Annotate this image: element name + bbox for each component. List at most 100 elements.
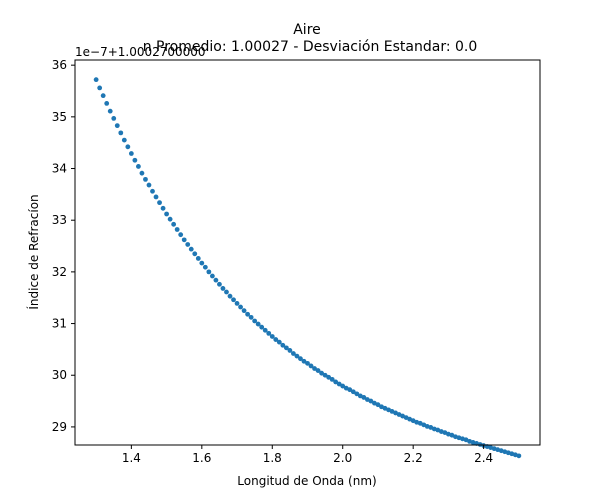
data-point (188, 246, 194, 252)
data-point (231, 297, 236, 303)
data-point (322, 372, 328, 378)
data-point (178, 232, 184, 238)
data-point (157, 200, 162, 206)
y-tick-label: 36 (52, 58, 67, 72)
y-axis-label: Índice de Refracíon (26, 194, 41, 309)
data-point (245, 311, 251, 317)
data-point (280, 342, 286, 348)
y-offset-label: 1e−7+1.0002700000 (75, 45, 206, 59)
data-point (153, 194, 159, 200)
data-point (298, 356, 303, 362)
data-point (333, 379, 339, 385)
x-tick-label: 2.0 (333, 451, 352, 465)
data-point (238, 304, 243, 310)
data-point (354, 391, 360, 397)
data-point (252, 318, 258, 324)
data-point (305, 360, 310, 366)
data-point (368, 398, 374, 404)
data-point (195, 256, 201, 261)
data-point (248, 314, 254, 320)
data-point (255, 321, 261, 327)
y-tick-label: 31 (52, 317, 67, 331)
x-tick-label: 2.2 (404, 451, 423, 465)
x-axis-label: Longitud de Onda (nm) (237, 474, 376, 488)
y-tick-label: 35 (52, 110, 67, 124)
y-tick-label: 34 (52, 162, 67, 176)
y-tick-label: 32 (52, 265, 67, 279)
data-point (262, 327, 268, 333)
data-point (375, 402, 381, 408)
x-tick-label: 1.6 (192, 451, 211, 465)
data-point (164, 211, 169, 217)
data-point (107, 108, 113, 114)
plot-frame (74, 59, 541, 446)
data-point (167, 216, 173, 222)
data-point (199, 260, 205, 266)
data-point (206, 269, 212, 275)
data-point (312, 366, 317, 371)
data-point (361, 395, 367, 400)
data-point (301, 358, 307, 364)
data-point (128, 151, 134, 156)
data-point (224, 289, 229, 295)
data-point (291, 351, 296, 356)
data-point (213, 277, 219, 283)
data-point (227, 293, 233, 299)
data-point (308, 363, 314, 369)
data-point (174, 227, 180, 232)
data-point (319, 370, 324, 376)
data-point (100, 93, 106, 99)
data-point (160, 205, 166, 211)
x-tick-label: 2.4 (474, 451, 493, 465)
data-point (220, 286, 226, 291)
data-point (340, 383, 346, 389)
data-point (315, 368, 321, 373)
data-point (283, 345, 289, 351)
data-point (294, 353, 300, 359)
data-point (347, 387, 353, 393)
scatter-points (93, 77, 522, 459)
y-tick-label: 33 (52, 213, 67, 227)
data-point (146, 182, 152, 188)
data-point (287, 348, 293, 353)
y-axis-ticks: 29 30 31 32 33 34 35 36 (52, 58, 75, 434)
data-point (104, 101, 110, 106)
data-point (132, 157, 138, 163)
data-point (217, 281, 222, 287)
data-point (336, 381, 342, 387)
data-point (185, 242, 191, 247)
data-point (234, 301, 240, 306)
chart-subtitle: n Promedio: 1.00027 - Desviación Estanda… (143, 39, 478, 55)
data-point (259, 324, 265, 330)
data-point (136, 164, 141, 169)
data-point (241, 308, 247, 314)
data-point (111, 115, 117, 121)
data-point (326, 374, 332, 380)
data-point (192, 251, 198, 257)
y-tick-label: 30 (52, 368, 67, 382)
y-tick-label: 29 (52, 420, 67, 434)
data-point (93, 77, 99, 83)
data-point (329, 376, 335, 382)
chart-title: Aire (293, 22, 321, 38)
data-point (181, 237, 187, 243)
data-point (125, 144, 131, 150)
data-point (350, 389, 356, 395)
data-point (139, 170, 145, 176)
data-point (276, 339, 282, 345)
data-point (150, 188, 155, 194)
x-axis-ticks: 1.4 1.6 1.8 2.0 2.2 2.4 (122, 445, 493, 465)
data-point (171, 221, 177, 227)
data-point (266, 330, 272, 336)
x-tick-label: 1.8 (263, 451, 282, 465)
data-point (114, 123, 120, 129)
data-point (97, 85, 103, 91)
data-point (269, 334, 275, 339)
data-point (202, 264, 208, 270)
data-point (516, 453, 522, 459)
data-point (273, 337, 279, 342)
data-point (118, 130, 124, 136)
data-point (209, 273, 215, 279)
x-tick-label: 1.4 (122, 451, 141, 465)
